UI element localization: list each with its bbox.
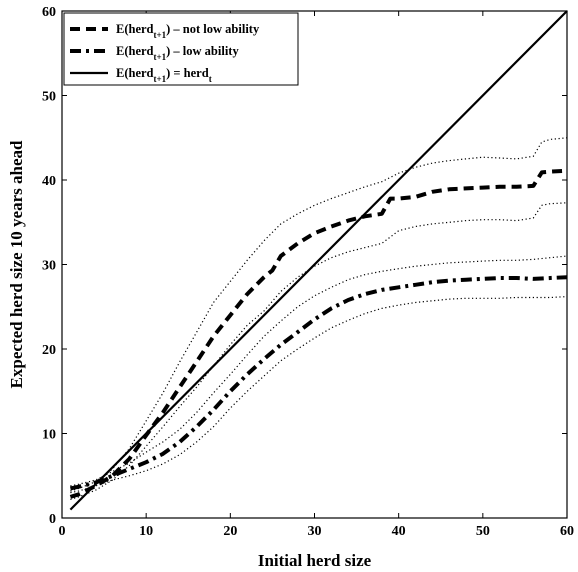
x-tick-label: 30 xyxy=(308,524,322,539)
y-tick-label: 40 xyxy=(42,174,56,189)
x-tick-label: 60 xyxy=(560,524,574,539)
y-tick-label: 60 xyxy=(42,5,56,20)
legend-text-base: E(herd xyxy=(116,66,154,80)
legend-entry: E(herdt+1) = herdt xyxy=(116,66,212,84)
ticks-layer: 0 10 20 30 40 50 60 0 10 20 30 40 50 60 xyxy=(42,5,574,539)
series-line-identity xyxy=(69,10,568,511)
y-tick-label: 30 xyxy=(42,259,56,274)
series-line-low xyxy=(70,275,568,491)
legend-text-rest: ) = herd xyxy=(166,66,209,80)
series-line-low_upper xyxy=(70,255,568,487)
legend-text-base: E(herd xyxy=(116,22,154,36)
legend-subscript-2: t xyxy=(209,74,212,84)
legend-text-rest: ) – not low ability xyxy=(166,22,260,36)
x-tick-label: 0 xyxy=(59,524,66,539)
x-axis-label: Initial herd size xyxy=(258,551,372,570)
legend-entry: E(herdt+1) – low ability xyxy=(116,44,239,62)
legend-text-rest: ) – low ability xyxy=(166,44,239,58)
y-tick-label: 0 xyxy=(49,512,56,527)
x-tick-label: 10 xyxy=(139,524,153,539)
x-tick-label: 50 xyxy=(476,524,490,539)
legend-text-base: E(herd xyxy=(116,44,154,58)
y-axis-label: Expected herd size 10 years ahead xyxy=(7,140,26,388)
legend-entry: E(herdt+1) – not low ability xyxy=(116,22,260,40)
y-tick-label: 20 xyxy=(42,343,56,358)
y-tick-label: 10 xyxy=(42,428,56,443)
series-layer xyxy=(69,10,568,511)
legend-subscript: t+1 xyxy=(154,52,167,62)
y-tick-label: 50 xyxy=(42,90,56,105)
x-tick-label: 40 xyxy=(392,524,406,539)
legend-subscript: t+1 xyxy=(154,30,167,40)
legend-subscript: t+1 xyxy=(154,74,167,84)
series-line-not_low_lower xyxy=(70,202,568,500)
x-tick-label: 20 xyxy=(223,524,237,539)
